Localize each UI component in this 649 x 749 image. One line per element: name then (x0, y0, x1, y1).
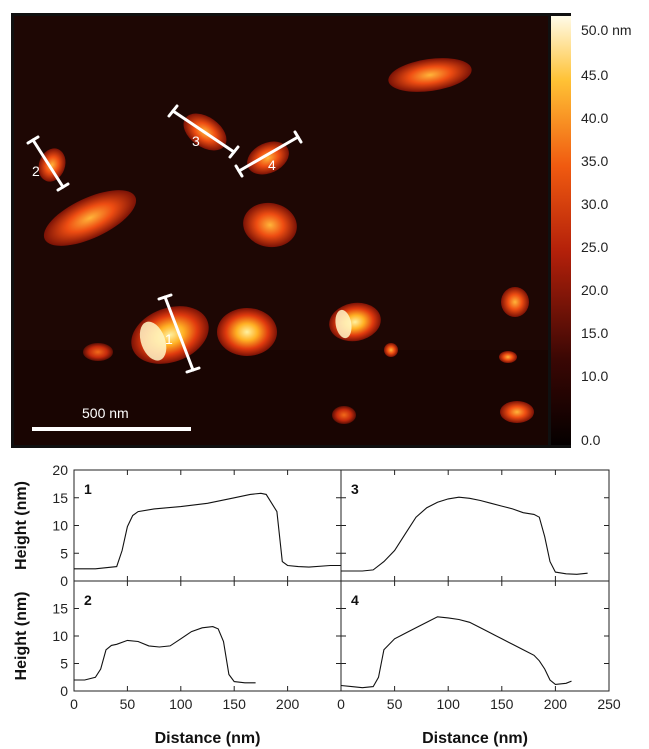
profile-panel-3-series-line (341, 496, 588, 575)
particle-bottom-right (500, 401, 534, 423)
profile-panel-4-xtick-label-250: 250 (597, 696, 621, 712)
particle-right-1-body (501, 287, 529, 317)
profile-panel-2-ylabel: Height (nm) (13, 592, 30, 681)
colorbar-tick-labels: 50.0 nm 45.0 40.0 35.0 30.0 25.0 20.0 15.0 10.0 0… (581, 22, 632, 448)
profile-panel-2-frame (73, 580, 342, 692)
colorbar-tick-6: 20.0 (581, 282, 608, 298)
particle-small-mid-body (384, 343, 398, 357)
particle-small-mid (384, 343, 398, 357)
profile-panel-2-ytick-label-10: 10 (52, 628, 68, 644)
profile-panel-1-series-line (74, 492, 341, 570)
profile-panel-2-ytick-label-0: 0 (60, 683, 68, 699)
colorbar-tick-5: 25.0 (581, 239, 608, 255)
profile-panel-1-ytick-label-5: 5 (60, 545, 68, 561)
profile-label-3: 3 (192, 133, 200, 149)
profile-panel-2-xtick-label-100: 100 (169, 696, 193, 712)
profile-label-1: 1 (165, 331, 173, 347)
scale-bar-label: 500 nm (82, 405, 129, 421)
profile-panel-4-label: 4 (351, 592, 359, 608)
profile-panel-2-ytick-label-5: 5 (60, 656, 68, 672)
particle-line-1-peak (139, 321, 167, 361)
particle-center (243, 202, 297, 248)
profile-panel-4-xlabel: Distance (nm) (422, 730, 528, 747)
particle-right-2-body (499, 351, 517, 363)
profile-line-2 (26, 135, 70, 192)
particle-center-low (217, 308, 277, 356)
profile-panel-4: 4 0 50 100 150 200 250 Distance (nm) (337, 580, 621, 747)
profile-panel-2-xtick-label-200: 200 (276, 696, 300, 712)
particle-bottom-mid (332, 406, 356, 424)
profile-panel-4-xtick-label-0: 0 (337, 696, 345, 712)
profile-panel-4-xtick-label-150: 150 (490, 696, 514, 712)
afm-height-image: 1 2 3 4 500 nm (11, 13, 571, 448)
profile-panel-1-ytick-label-15: 15 (52, 490, 68, 506)
profile-panel-2-xtick-label-150: 150 (223, 696, 247, 712)
particle-bottom-mid-body (332, 406, 356, 424)
particle-right-2 (499, 351, 517, 363)
colorbar-tick-3: 35.0 (581, 153, 608, 169)
particle-center-low-body (217, 308, 277, 356)
profile-panel-2-series-line (74, 626, 256, 684)
profile-line-4 (234, 130, 303, 178)
profile-panel-1-ytick-label-0: 0 (60, 573, 68, 589)
particle-left-mid-body (43, 190, 137, 246)
profile-panel-3-label: 3 (351, 481, 359, 497)
profile-panel-4-frame (340, 580, 610, 692)
particle-line-1 (131, 306, 209, 364)
profile-panel-1-ytick-label-20: 20 (52, 462, 68, 478)
profile-panel-4-series-line (340, 616, 572, 689)
particle-small-left-body (83, 343, 113, 361)
particle-small-left (83, 343, 113, 361)
profile-panel-2-xtick-label-50: 50 (120, 696, 136, 712)
colorbar-tick-0: 50.0 nm (581, 22, 632, 38)
profile-panel-3: 3 (340, 469, 610, 582)
particle-top-right-body (388, 58, 472, 92)
colorbar-tick-4: 30.0 (581, 196, 608, 212)
particle-bottom-right-body (500, 401, 534, 423)
colorbar-tick-8: 10.0 (581, 368, 608, 384)
particle-center-body (243, 202, 297, 248)
profile-panel-2-xtick-label-0: 0 (70, 696, 78, 712)
profile-line-3 (167, 104, 240, 159)
profile-panel-2-xlabel: Distance (nm) (155, 730, 261, 747)
profile-panel-2: 2 0 5 10 15 Height (nm) 0 50 100 150 200 Distance (… (13, 580, 342, 747)
profile-panel-2-label: 2 (84, 592, 92, 608)
particle-top-right (388, 58, 472, 92)
particle-right-1 (501, 287, 529, 317)
profile-panel-1-frame (73, 469, 342, 582)
colorbar-tick-2: 40.0 (581, 110, 608, 126)
particle-bright-peak (335, 309, 352, 339)
colorbar-gradient (551, 16, 571, 445)
particle-bright (329, 302, 381, 342)
profile-panel-1-ylabel: Height (nm) (13, 481, 30, 570)
profile-label-2: 2 (32, 163, 40, 179)
height-colorbar: 50.0 nm 45.0 40.0 35.0 30.0 25.0 20.0 15.0 10.0 0… (551, 16, 632, 448)
profile-panel-4-xtick-label-100: 100 (437, 696, 461, 712)
profile-panel-4-xtick-label-200: 200 (544, 696, 568, 712)
profile-label-4: 4 (268, 157, 276, 173)
particle-left-mid (43, 190, 137, 246)
colorbar-tick-1: 45.0 (581, 67, 608, 83)
colorbar-tick-7: 15.0 (581, 325, 608, 341)
profile-panel-2-ytick-label-15: 15 (52, 601, 68, 617)
profile-panel-1-label: 1 (84, 481, 92, 497)
profile-panel-4-xtick-label-50: 50 (387, 696, 403, 712)
colorbar-tick-9: 0.0 (581, 432, 601, 448)
profile-line-1 (157, 293, 201, 374)
profile-panel-1-ytick-label-10: 10 (52, 518, 68, 534)
